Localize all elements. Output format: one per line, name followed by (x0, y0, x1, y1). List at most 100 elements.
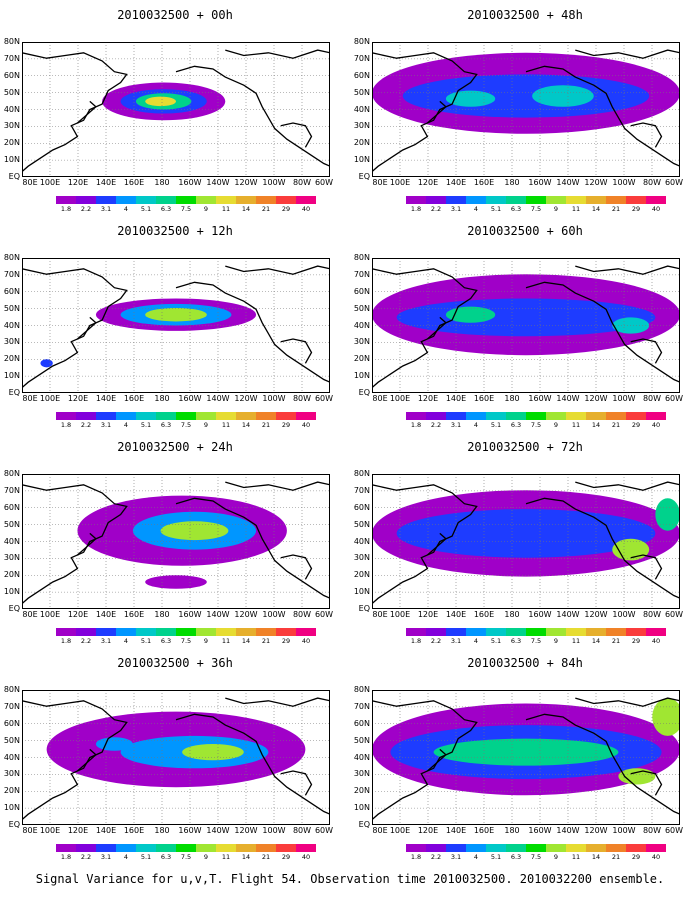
colorbar-swatch (446, 844, 467, 852)
lon-label: 160E (123, 394, 145, 403)
colorbar-swatch (236, 196, 257, 204)
colorbar-label: 6.3 (160, 421, 172, 429)
lat-label: 40N (353, 752, 370, 762)
lon-label: 80E (22, 178, 38, 187)
lat-label: 70N (353, 269, 370, 279)
colorbar-swatch (506, 844, 527, 852)
panel-title: 2010032500 + 00h (117, 8, 233, 22)
lon-label: 100E (389, 178, 411, 187)
map-frame (22, 690, 330, 825)
coastline (525, 713, 680, 815)
colorbar-swatch (176, 844, 197, 852)
colorbar-label: 14 (241, 853, 251, 861)
lat-label: 40N (3, 320, 20, 330)
lat-label: EQ (358, 604, 370, 613)
colorbar-swatch (446, 628, 467, 636)
lon-label: 120W (584, 178, 608, 187)
lon-label: 120W (234, 610, 258, 619)
colorbar-swatch (606, 628, 627, 636)
colorbar-label: 3.1 (450, 853, 462, 861)
coastline (225, 49, 330, 59)
colorbar-swatch (56, 844, 77, 852)
colorbar-label: 7.5 (180, 421, 192, 429)
colorbar-label: 11 (571, 205, 581, 213)
lat-label: 60N (353, 70, 370, 80)
lat-label: 60N (353, 502, 370, 512)
colorbar-swatch (626, 196, 647, 204)
colorbar-label: 40 (301, 205, 311, 213)
lon-label: 100W (262, 826, 286, 835)
map-frame (22, 474, 330, 609)
map-frame (22, 42, 330, 177)
lat-label: 20N (353, 786, 370, 796)
colorbar-swatch (646, 196, 666, 204)
colorbar-swatch (606, 196, 627, 204)
colorbar-label: 7.5 (180, 853, 192, 861)
colorbar-swatch (506, 196, 527, 204)
lon-label: 160W (178, 826, 202, 835)
lat-label: EQ (358, 172, 370, 181)
coastline (525, 497, 680, 599)
lon-label: 120E (417, 178, 439, 187)
lat-label: 10N (3, 371, 20, 381)
lon-label: 120W (234, 826, 258, 835)
colorbar-swatch (586, 196, 607, 204)
lon-label: 60W (664, 394, 684, 403)
colorbar-swatch (136, 196, 157, 204)
lat-label: 80N (3, 685, 20, 694)
lon-label: 100E (389, 610, 411, 619)
colorbar-swatch (426, 196, 447, 204)
colorbar-swatch (426, 628, 447, 636)
colorbar-label: 1.8 (410, 421, 422, 429)
lon-label: 120W (584, 394, 608, 403)
colorbar-swatch (196, 844, 217, 852)
lon-label: 140W (556, 394, 580, 403)
map-frame (372, 258, 680, 393)
colorbar-swatch (646, 412, 666, 420)
coastline (280, 770, 313, 796)
colorbar-label: 4 (473, 421, 479, 429)
colorbar-label: 9 (203, 853, 209, 861)
lat-label: 60N (3, 70, 20, 80)
lat-label: 30N (353, 337, 370, 347)
coastline (175, 65, 330, 167)
colorbar-label: 9 (203, 421, 209, 429)
colorbar-label: 9 (203, 205, 209, 213)
lat-label: 20N (3, 138, 20, 148)
lat-label: 80N (3, 469, 20, 478)
colorbar-label: 14 (241, 205, 251, 213)
lon-label: 160W (178, 394, 202, 403)
coastline (372, 52, 478, 173)
lon-label: 120W (584, 826, 608, 835)
lon-label: 80W (642, 178, 662, 187)
colorbar-swatch (176, 412, 197, 420)
colorbar-label: 4 (123, 637, 129, 645)
lat-label: 30N (353, 553, 370, 563)
lon-label: 160W (528, 826, 552, 835)
lat-label: EQ (358, 388, 370, 397)
lon-label: 140W (206, 610, 230, 619)
lat-label: 10N (353, 371, 370, 381)
colorbar-swatch (646, 844, 666, 852)
colorbar-swatch (116, 412, 137, 420)
lon-label: 80E (372, 394, 388, 403)
lat-label: 50N (3, 303, 20, 313)
colorbar-swatch (256, 196, 277, 204)
lon-label: 160W (528, 610, 552, 619)
variance-contour (182, 744, 244, 761)
colorbar-label: 40 (301, 853, 311, 861)
lon-label: 140W (206, 178, 230, 187)
colorbar-label: 7.5 (530, 853, 542, 861)
colorbar-swatch (76, 412, 97, 420)
lon-label: 80E (22, 826, 38, 835)
lat-label: 50N (3, 87, 20, 97)
lon-label: 80W (292, 178, 312, 187)
colorbar-label: 11 (571, 637, 581, 645)
lon-label: 140W (556, 178, 580, 187)
lon-label: 160E (473, 178, 495, 187)
colorbar-swatch (136, 412, 157, 420)
colorbar-swatch (466, 412, 487, 420)
lat-label: 20N (353, 570, 370, 580)
variance-contour (618, 768, 656, 785)
lat-label: 10N (3, 803, 20, 813)
